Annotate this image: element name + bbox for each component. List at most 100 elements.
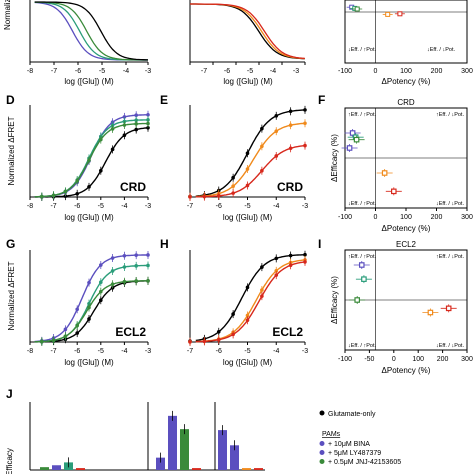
x-tick-label-b: -5 (247, 68, 253, 75)
region-label: CRD (277, 180, 303, 194)
x-tick-label: -4 (273, 203, 279, 210)
x-axis-title: log ([Glu]) (M) (64, 358, 114, 367)
data-point (51, 193, 56, 198)
data-point (288, 146, 293, 151)
point-c (397, 11, 403, 17)
legend-label: + 10μM BINA (328, 441, 370, 448)
data-point (146, 278, 150, 283)
data-point (134, 279, 138, 283)
scatter-point (381, 170, 388, 176)
quadrant-label: ↑Eff. / ↓Pot. (436, 254, 464, 260)
data-point (146, 263, 150, 268)
legend-title-pams: PAMs (322, 431, 341, 438)
data-point (122, 279, 127, 284)
data-point (231, 191, 235, 195)
x-tick-label-a: -7 (51, 68, 57, 75)
bar (230, 445, 239, 470)
curve-a (34, 1, 148, 61)
dose-response-curve (195, 144, 306, 198)
data-point (274, 114, 279, 118)
bar (168, 415, 177, 470)
data-point (110, 269, 115, 273)
x-tick-label: 200 (431, 214, 443, 221)
quadrant-label: ↓Eff. / ↓Pot. (436, 343, 464, 349)
data-point (288, 123, 293, 127)
data-point (122, 123, 127, 127)
x-tick-label-a: -8 (27, 68, 33, 75)
x-tick-label-c: -100 (338, 68, 352, 75)
x-tick-label: -3 (302, 203, 308, 210)
bar (40, 467, 49, 470)
plot-title: CRD (397, 98, 415, 107)
data-point (87, 317, 91, 321)
quadrant-label: ↑Eff. / ↑Pot. (348, 112, 376, 118)
panel-label-h: H (160, 237, 169, 251)
legend-marker (319, 459, 325, 464)
x-tick-label: 0 (392, 356, 396, 363)
x-axis-title: log ([Glu]) (M) (64, 213, 114, 222)
scatter-point (427, 309, 434, 316)
data-point (134, 264, 138, 268)
data-point (202, 194, 207, 199)
data-point (303, 108, 307, 112)
data-point (274, 269, 279, 273)
data-point (122, 265, 127, 269)
legend-label: + 5μM LY487379 (328, 450, 381, 457)
data-point (146, 121, 150, 126)
panel-label-f: F (318, 93, 325, 107)
x-tick-label: -7 (187, 203, 193, 210)
x-tick-label: 300 (461, 214, 473, 221)
data-point (122, 133, 127, 138)
data-point (87, 158, 91, 162)
data-point (231, 312, 235, 316)
x-tick-label: -100 (338, 356, 352, 363)
plot-frame-c (344, 0, 468, 64)
data-point (99, 289, 103, 294)
data-point (274, 129, 279, 133)
data-point (40, 339, 44, 344)
dose-response-curve (195, 109, 306, 197)
curve-a (34, 1, 149, 61)
data-point (146, 253, 150, 257)
x-tick-label: -6 (216, 348, 222, 355)
data-point (260, 288, 264, 292)
x-tick-label: -3 (145, 348, 151, 355)
dose-response-curve (195, 122, 306, 198)
x-tick-label-b: -4 (270, 68, 276, 75)
data-point (63, 189, 68, 194)
data-point (146, 112, 150, 117)
data-point (260, 168, 264, 173)
curve-b (190, 3, 305, 60)
point-c (385, 11, 391, 17)
x-tick-label: 100 (400, 214, 412, 221)
data-point (134, 113, 138, 118)
x-axis-title: ΔPotency (%) (382, 224, 431, 233)
x-tick-label-c: 200 (431, 68, 443, 75)
quadrant-label: ↓Eff. / ↓Pot. (436, 201, 464, 207)
x-tick-label: -8 (27, 203, 33, 210)
data-point (231, 175, 235, 180)
bar (52, 465, 61, 470)
bar (218, 430, 227, 470)
region-label: ECL2 (272, 325, 303, 339)
data-point (288, 109, 293, 114)
x-tick-label: -3 (145, 203, 151, 210)
y-axis-title: ΔEfficacy (%) (330, 134, 339, 182)
data-point (87, 185, 91, 189)
x-tick-label: -8 (27, 348, 33, 355)
x-tick-label-c: 0 (374, 68, 378, 75)
x-tick-label: 200 (437, 356, 449, 363)
data-point (134, 122, 138, 126)
data-point (260, 294, 264, 298)
data-point (245, 318, 250, 323)
data-point (87, 305, 91, 310)
x-tick-label: -5 (98, 348, 104, 355)
data-point (303, 252, 307, 257)
data-point (110, 147, 115, 152)
quadrant-label: ↑Eff. / ↓Pot. (436, 112, 464, 118)
legend-marker (319, 450, 325, 455)
data-point (216, 329, 221, 334)
x-tick-label-a: -6 (75, 68, 81, 75)
x-tick-label-c: 300 (461, 68, 473, 75)
